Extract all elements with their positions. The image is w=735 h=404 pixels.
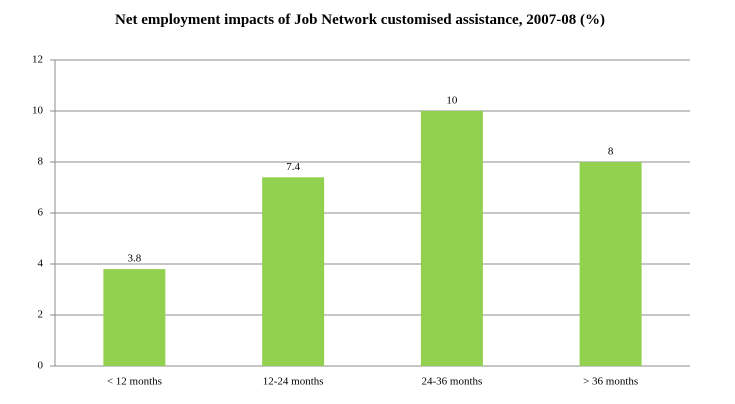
y-tick-label: 12 [32, 54, 43, 66]
y-tick-label: 4 [38, 258, 44, 270]
bar [579, 162, 642, 366]
y-tick-label: 8 [38, 156, 44, 168]
x-tick-label: 12-24 months [263, 376, 324, 388]
bar [262, 177, 325, 366]
data-label: 8 [608, 146, 614, 158]
x-tick-label: 24-36 months [421, 376, 482, 388]
y-tick-label: 10 [32, 105, 44, 117]
y-tick-label: 0 [38, 360, 44, 372]
bar [420, 111, 483, 366]
chart-title: Net employment impacts of Job Network cu… [115, 12, 605, 28]
data-label: 7.4 [286, 161, 300, 173]
bar [103, 269, 166, 366]
data-label: 3.8 [128, 253, 142, 265]
x-tick-label: > 36 months [583, 376, 638, 388]
data-label: 10 [446, 95, 458, 107]
y-tick-label: 2 [38, 309, 44, 321]
y-tick-label: 6 [38, 207, 44, 219]
x-tick-label: < 12 months [107, 376, 162, 388]
